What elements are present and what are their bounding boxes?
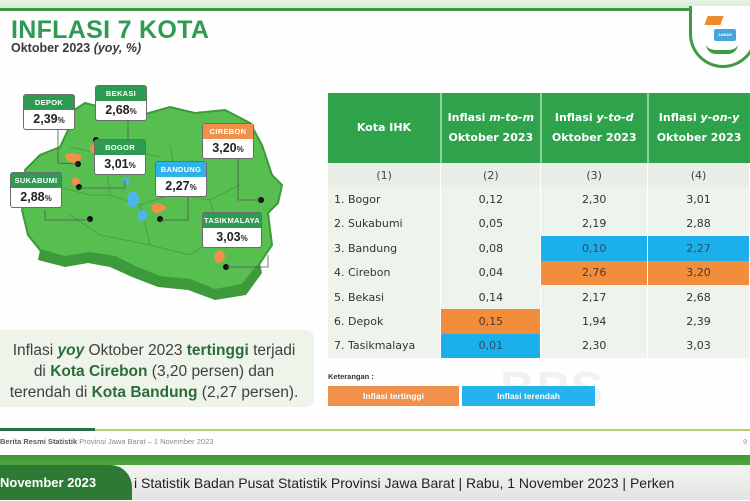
page-title: INFLASI 7 KOTA <box>11 16 210 44</box>
legend-highest: Inflasi tertinggi <box>328 386 459 406</box>
header-mtm: Inflasi m-to-m Oktober 2023 <box>440 93 542 163</box>
callout-value: 2,88% <box>20 190 52 204</box>
callout-cirebon: CIREBON 3,20% <box>202 123 254 159</box>
cell-yoy: 2,88 <box>647 211 750 237</box>
legend-lowest: Inflasi terendah <box>462 386 595 406</box>
swoosh-icon <box>706 44 738 54</box>
jabar-logo: JABAR <box>689 6 750 68</box>
cell-yoy-highest: 3,20 <box>647 260 750 285</box>
cell-mtm: 0,05 <box>440 211 542 237</box>
cell-ytd: 2,30 <box>540 187 649 212</box>
cell-ytd-highest: 2,76 <box>540 260 649 285</box>
table-header-row: Kota IHK Inflasi m-to-m Oktober 2023 Infl… <box>328 93 750 163</box>
header-yoy: Inflasi y-on-y Oktober 2023 <box>647 93 750 163</box>
cell-ytd: 2,19 <box>540 211 649 237</box>
subtitle-unit: (yoy, %) <box>93 41 142 55</box>
column-number: (4) <box>647 163 750 188</box>
callout-city: BANDUNG <box>156 162 206 177</box>
cell-city: 1. Bogor <box>328 187 442 212</box>
cell-yoy: 2,68 <box>647 284 750 310</box>
column-number: (1) <box>328 163 442 188</box>
callout-depok: DEPOK 2,39% <box>23 94 75 130</box>
logo-plate: JABAR <box>714 29 736 41</box>
callout-city: BOGOR <box>95 140 145 155</box>
callout-value: 3,03% <box>216 230 248 244</box>
cell-ytd: 2,30 <box>540 333 649 359</box>
header-kota-ihk: Kota IHK <box>328 93 442 163</box>
summary-line-3: terendah di Kota Bandung (2,27 persen). <box>9 384 299 401</box>
summary-box: Inflasi yoy Oktober 2023 tertinggi terja… <box>0 330 314 407</box>
cell-yoy: 2,39 <box>647 309 750 334</box>
callout-city: SUKABUMI <box>11 173 61 188</box>
column-number: (2) <box>440 163 542 188</box>
top-divider <box>0 8 750 11</box>
cell-ytd-lowest: 0,10 <box>540 236 649 261</box>
cell-yoy: 3,03 <box>647 333 750 359</box>
table-row: 5. Bekasi 0,14 2,17 2,68 <box>328 284 750 310</box>
cell-yoy: 3,01 <box>647 187 750 212</box>
page-subtitle: Oktober 2023 (yoy, %) <box>11 41 141 55</box>
top-band <box>0 0 750 8</box>
cell-ytd: 1,94 <box>540 309 649 334</box>
summary-line-1: Inflasi yoy Oktober 2023 tertinggi terja… <box>12 342 296 359</box>
callout-value: 3,01% <box>104 157 136 171</box>
column-number-row: (1) (2) (3) (4) <box>328 163 750 188</box>
callout-bogor: BOGOR 3,01% <box>94 139 146 175</box>
legend-title: Keterangan : <box>328 372 374 381</box>
callout-city: TASIKMALAYA <box>203 213 261 228</box>
ticker-band <box>0 455 750 465</box>
cell-mtm-highest: 0,15 <box>440 309 542 334</box>
cell-mtm: 0,08 <box>440 236 542 261</box>
ticker-date: November 2023 <box>0 465 132 500</box>
callout-value: 2,68% <box>105 103 137 117</box>
cell-city: 6. Depok <box>328 309 442 334</box>
cell-city: 4. Cirebon <box>328 260 442 285</box>
footer-accent-line <box>0 428 95 431</box>
table-row: 3. Bandung 0,08 0,10 2,27 <box>328 236 750 261</box>
callout-tasikmalaya: TASIKMALAYA 3,03% <box>202 212 262 248</box>
cell-yoy-lowest: 2,27 <box>647 236 750 261</box>
slide: INFLASI 7 KOTA Oktober 2023 (yoy, %) JAB… <box>0 0 750 446</box>
cell-city: 3. Bandung <box>328 236 442 261</box>
subtitle-date: Oktober 2023 <box>11 41 94 55</box>
callout-bandung: BANDUNG 2,27% <box>155 161 207 197</box>
cell-ytd: 2,17 <box>540 284 649 310</box>
cell-mtm: 0,04 <box>440 260 542 285</box>
ticker-text: i Statistik Badan Pusat Statistik Provin… <box>134 475 675 491</box>
table-row: 1. Bogor 0,12 2,30 3,01 <box>328 187 750 212</box>
callout-city: DEPOK <box>24 95 74 110</box>
callout-city: BEKASI <box>96 86 146 101</box>
cell-mtm-lowest: 0,01 <box>440 333 542 359</box>
flag-icon <box>704 16 724 25</box>
callout-city: CIREBON <box>203 124 253 139</box>
callout-value: 3,20% <box>212 141 244 155</box>
callout-bekasi: BEKASI 2,68% <box>95 85 147 121</box>
callout-sukabumi: SUKABUMI 2,88% <box>10 172 62 208</box>
callout-value: 2,27% <box>165 179 197 193</box>
cell-mtm: 0,12 <box>440 187 542 212</box>
summary-line-2: di Kota Cirebon (3,20 persen) dan <box>33 363 275 380</box>
column-number: (3) <box>540 163 649 188</box>
callout-value: 2,39% <box>33 112 65 126</box>
table-row: 4. Cirebon 0,04 2,76 3,20 <box>328 260 750 285</box>
table-row: 7. Tasikmalaya 0,01 2,30 3,03 <box>328 333 750 359</box>
page-number: 9 <box>743 437 748 446</box>
cell-city: 7. Tasikmalaya <box>328 333 442 359</box>
cell-city: 5. Bekasi <box>328 284 442 310</box>
footer-source: Berita Resmi Statistik Provinsi Jawa Bar… <box>0 437 214 446</box>
cell-mtm: 0,14 <box>440 284 542 310</box>
footer-line <box>95 429 750 431</box>
west-java-map: DEPOK 2,39% BEKASI 2,68% BOGOR 3,01% CIR… <box>10 85 290 310</box>
cell-city: 2. Sukabumi <box>328 211 442 237</box>
header-ytd: Inflasi y-to-d Oktober 2023 <box>540 93 649 163</box>
table-row: 6. Depok 0,15 1,94 2,39 <box>328 309 750 334</box>
table-row: 2. Sukabumi 0,05 2,19 2,88 <box>328 211 750 237</box>
inflation-table: Kota IHK Inflasi m-to-m Oktober 2023 Infl… <box>328 93 750 359</box>
